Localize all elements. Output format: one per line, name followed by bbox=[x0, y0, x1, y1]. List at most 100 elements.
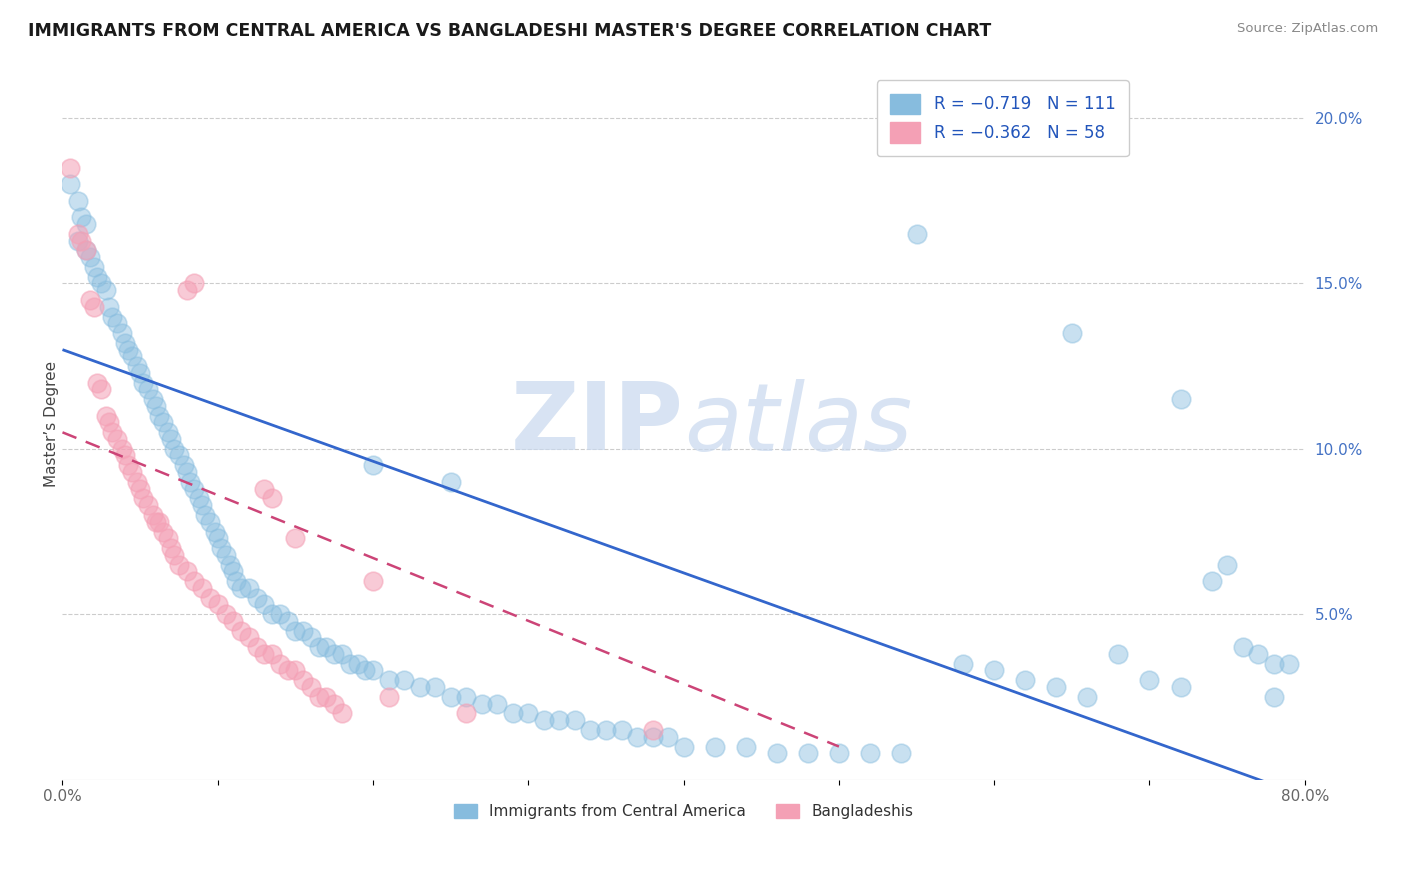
Point bbox=[94, 283, 117, 297]
Point bbox=[262, 647, 284, 661]
Point bbox=[70, 234, 93, 248]
Point bbox=[905, 227, 928, 241]
Point bbox=[1263, 657, 1285, 671]
Point bbox=[163, 442, 186, 456]
Point bbox=[79, 250, 101, 264]
Point bbox=[160, 432, 183, 446]
Point bbox=[533, 713, 555, 727]
Point bbox=[269, 607, 291, 622]
Point bbox=[75, 244, 97, 258]
Point bbox=[1247, 647, 1270, 661]
Point bbox=[595, 723, 617, 737]
Point bbox=[152, 524, 174, 539]
Point bbox=[797, 746, 820, 760]
Point bbox=[262, 491, 284, 506]
Point bbox=[173, 458, 195, 473]
Point bbox=[125, 475, 148, 489]
Point bbox=[952, 657, 974, 671]
Point bbox=[191, 581, 214, 595]
Point bbox=[330, 706, 353, 721]
Point bbox=[204, 524, 226, 539]
Point bbox=[163, 548, 186, 562]
Point bbox=[207, 597, 229, 611]
Point bbox=[209, 541, 232, 555]
Point bbox=[440, 690, 463, 704]
Point bbox=[183, 574, 205, 589]
Point bbox=[456, 706, 478, 721]
Point bbox=[145, 399, 167, 413]
Point bbox=[299, 680, 322, 694]
Point bbox=[734, 739, 756, 754]
Point bbox=[983, 664, 1005, 678]
Point bbox=[315, 690, 337, 704]
Point bbox=[167, 558, 190, 572]
Point bbox=[105, 432, 128, 446]
Point bbox=[471, 697, 494, 711]
Point bbox=[253, 597, 276, 611]
Point bbox=[191, 498, 214, 512]
Point bbox=[1278, 657, 1301, 671]
Point bbox=[1139, 673, 1161, 688]
Point bbox=[214, 607, 236, 622]
Y-axis label: Master’s Degree: Master’s Degree bbox=[44, 361, 59, 487]
Point bbox=[1014, 673, 1036, 688]
Point bbox=[392, 673, 415, 688]
Point bbox=[377, 690, 399, 704]
Point bbox=[83, 300, 105, 314]
Point bbox=[157, 531, 180, 545]
Point bbox=[284, 664, 307, 678]
Point bbox=[121, 349, 143, 363]
Point bbox=[183, 277, 205, 291]
Point bbox=[66, 227, 89, 241]
Point bbox=[66, 234, 89, 248]
Point bbox=[105, 316, 128, 330]
Point bbox=[1232, 640, 1254, 655]
Point bbox=[136, 498, 159, 512]
Point bbox=[339, 657, 361, 671]
Point bbox=[1263, 690, 1285, 704]
Point bbox=[502, 706, 524, 721]
Point bbox=[101, 310, 124, 324]
Point bbox=[1170, 392, 1192, 407]
Point bbox=[361, 664, 384, 678]
Point bbox=[315, 640, 337, 655]
Point bbox=[160, 541, 183, 555]
Point bbox=[246, 591, 269, 605]
Point bbox=[152, 416, 174, 430]
Point bbox=[194, 508, 217, 522]
Point bbox=[361, 458, 384, 473]
Point bbox=[225, 574, 247, 589]
Point bbox=[176, 283, 198, 297]
Point bbox=[90, 382, 112, 396]
Point bbox=[198, 515, 221, 529]
Point bbox=[183, 482, 205, 496]
Point bbox=[110, 442, 132, 456]
Point bbox=[253, 647, 276, 661]
Point bbox=[292, 624, 315, 638]
Point bbox=[269, 657, 291, 671]
Point bbox=[142, 392, 165, 407]
Point bbox=[98, 416, 121, 430]
Point bbox=[1060, 326, 1083, 340]
Point bbox=[859, 746, 882, 760]
Point bbox=[86, 269, 108, 284]
Point bbox=[90, 277, 112, 291]
Point bbox=[323, 647, 346, 661]
Point bbox=[59, 161, 82, 175]
Point bbox=[148, 515, 170, 529]
Point bbox=[121, 465, 143, 479]
Point bbox=[1201, 574, 1223, 589]
Point bbox=[564, 713, 586, 727]
Text: Source: ZipAtlas.com: Source: ZipAtlas.com bbox=[1237, 22, 1378, 36]
Point bbox=[142, 508, 165, 522]
Point bbox=[114, 449, 136, 463]
Point bbox=[167, 449, 190, 463]
Point bbox=[132, 491, 155, 506]
Legend: Immigrants from Central America, Bangladeshis: Immigrants from Central America, Banglad… bbox=[447, 798, 920, 825]
Text: atlas: atlas bbox=[683, 378, 912, 469]
Text: IMMIGRANTS FROM CENTRAL AMERICA VS BANGLADESHI MASTER'S DEGREE CORRELATION CHART: IMMIGRANTS FROM CENTRAL AMERICA VS BANGL… bbox=[28, 22, 991, 40]
Point bbox=[222, 564, 245, 578]
Point bbox=[238, 631, 260, 645]
Point bbox=[456, 690, 478, 704]
Point bbox=[284, 531, 307, 545]
